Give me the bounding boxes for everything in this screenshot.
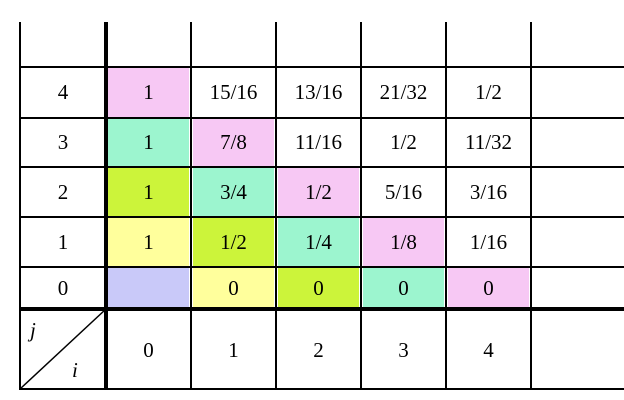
value-cell: 13/16 (294, 80, 343, 104)
value-cell: 0 (193, 268, 274, 309)
value-cell: 3/16 (469, 179, 508, 204)
value-cell: 3/4 (193, 168, 274, 216)
column-header: 2 (313, 337, 324, 362)
grid-row-line (20, 117, 624, 119)
value-cell: 5/16 (384, 179, 423, 204)
row-header: 0 (57, 276, 69, 300)
column-header: 1 (228, 337, 239, 362)
row-header: 4 (57, 80, 69, 104)
column-header: 3 (398, 337, 409, 362)
value-cell: 11/16 (294, 130, 343, 154)
value-cell: 1/4 (278, 218, 359, 266)
row-header: 2 (57, 179, 69, 204)
row-header: 3 (57, 130, 69, 154)
value-cell: 15/16 (209, 80, 258, 104)
value-cell: 1 (108, 218, 189, 266)
grid-row-line (20, 266, 624, 268)
grid-col-line (530, 22, 532, 390)
value-cell: 1/2 (475, 80, 502, 104)
grid-col-line (190, 22, 192, 390)
grid-col-line (360, 22, 362, 390)
value-cell: 7/8 (193, 119, 274, 166)
value-cell (108, 268, 189, 309)
column-header: 0 (143, 337, 154, 362)
value-cell: 21/32 (379, 80, 428, 104)
grid-col-line (445, 22, 447, 390)
value-cell: 0 (363, 268, 444, 309)
grid-row-line (20, 216, 624, 218)
value-cell: 1 (108, 119, 189, 166)
grid-col-line (275, 22, 277, 390)
axis-line-vertical (104, 22, 108, 390)
corner-label-j: j (30, 318, 36, 342)
grid-bottom-line (20, 388, 624, 390)
value-cell: 11/32 (464, 130, 513, 154)
value-cell: 1/2 (390, 130, 417, 154)
value-cell: 1 (108, 68, 189, 117)
value-cell: 1 (108, 168, 189, 216)
corner-diagonal-line (19, 308, 107, 390)
value-cell: 1/2 (278, 168, 359, 216)
column-header: 4 (483, 337, 494, 362)
grid-row-line (20, 166, 624, 168)
grid-row-line (20, 66, 624, 68)
grid-col-line (19, 22, 21, 390)
value-cell: 1/8 (363, 218, 444, 266)
value-cell: 1/16 (469, 229, 508, 254)
value-cell: 0 (448, 268, 529, 309)
value-cell: 1/2 (193, 218, 274, 266)
value-cell: 0 (278, 268, 359, 309)
corner-label-i: i (72, 358, 78, 382)
axis-line-horizontal (20, 307, 624, 311)
row-header: 1 (57, 229, 69, 254)
